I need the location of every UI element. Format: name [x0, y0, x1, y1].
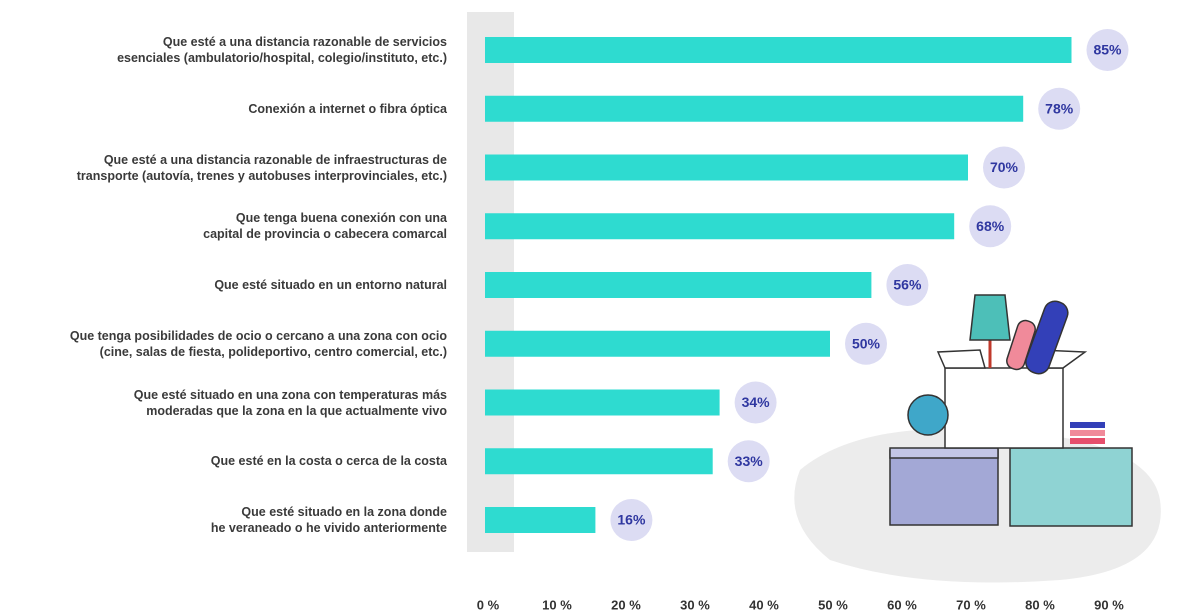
value-label: 33% [735, 453, 764, 469]
category-label: Que tenga posibilidades de ocio o cercan… [69, 328, 447, 359]
x-tick-label: 10 % [542, 597, 572, 612]
box [944, 367, 1064, 449]
value-label: 78% [1045, 100, 1074, 116]
book [1070, 430, 1105, 436]
illustration [794, 294, 1161, 583]
category-label: Que tenga buena conexión con una capital… [203, 211, 447, 242]
x-tick-label: 20 % [611, 597, 641, 612]
bar [485, 507, 596, 533]
bar [485, 37, 1072, 63]
value-label: 34% [742, 394, 771, 410]
category-label: Que esté a una distancia razonable de se… [117, 35, 447, 65]
value-label: 85% [1093, 42, 1122, 58]
value-bubble [734, 381, 777, 424]
drawer-top [889, 447, 999, 459]
x-tick-label: 0 % [477, 597, 500, 612]
value-label: 56% [893, 277, 922, 293]
category-label: Que esté a una distancia razonable de in… [76, 152, 447, 183]
category-label: Que esté situado en un entorno natural [214, 278, 447, 292]
value-bubble [610, 499, 653, 541]
x-tick-label: 60 % [887, 597, 917, 612]
bar [485, 95, 1024, 122]
bar [485, 330, 830, 357]
bar [485, 389, 720, 416]
globe [907, 394, 949, 436]
lamp-shade [969, 294, 1011, 341]
x-tick-label: 90 % [1094, 597, 1124, 612]
x-tick-label: 80 % [1025, 597, 1055, 612]
category-label: Que esté en la costa o cerca de la costa [210, 454, 447, 469]
bar [485, 213, 955, 240]
value-bubble [886, 264, 929, 306]
drawer-left [889, 449, 999, 526]
value-bubble [1086, 29, 1129, 71]
x-tick-label: 50 % [818, 597, 848, 612]
roll [1025, 300, 1069, 375]
book [1070, 422, 1105, 428]
bar [485, 272, 872, 298]
value-bubble [845, 322, 887, 365]
cabinet [1009, 447, 1133, 527]
bar [485, 448, 713, 475]
x-tick-label: 40 % [749, 597, 779, 612]
value-label: 16% [617, 512, 646, 528]
bar [485, 154, 968, 181]
value-bubble [1038, 87, 1081, 130]
x-tick-label: 30 % [680, 597, 710, 612]
value-label: 70% [990, 159, 1019, 175]
book [1070, 438, 1105, 444]
value-bubble [727, 440, 770, 483]
x-tick-label: 70 % [956, 597, 986, 612]
value-label: 50% [852, 335, 881, 351]
category-label: Que esté situado en una zona con tempera… [133, 387, 447, 418]
category-label: Que esté situado en la zona donde he ver… [210, 505, 447, 535]
category-label: Conexión a internet o fibra óptica [248, 101, 447, 116]
value-label: 68% [976, 218, 1005, 234]
value-bubble [969, 205, 1012, 248]
box-flap [936, 349, 986, 369]
value-bubble [983, 146, 1025, 189]
